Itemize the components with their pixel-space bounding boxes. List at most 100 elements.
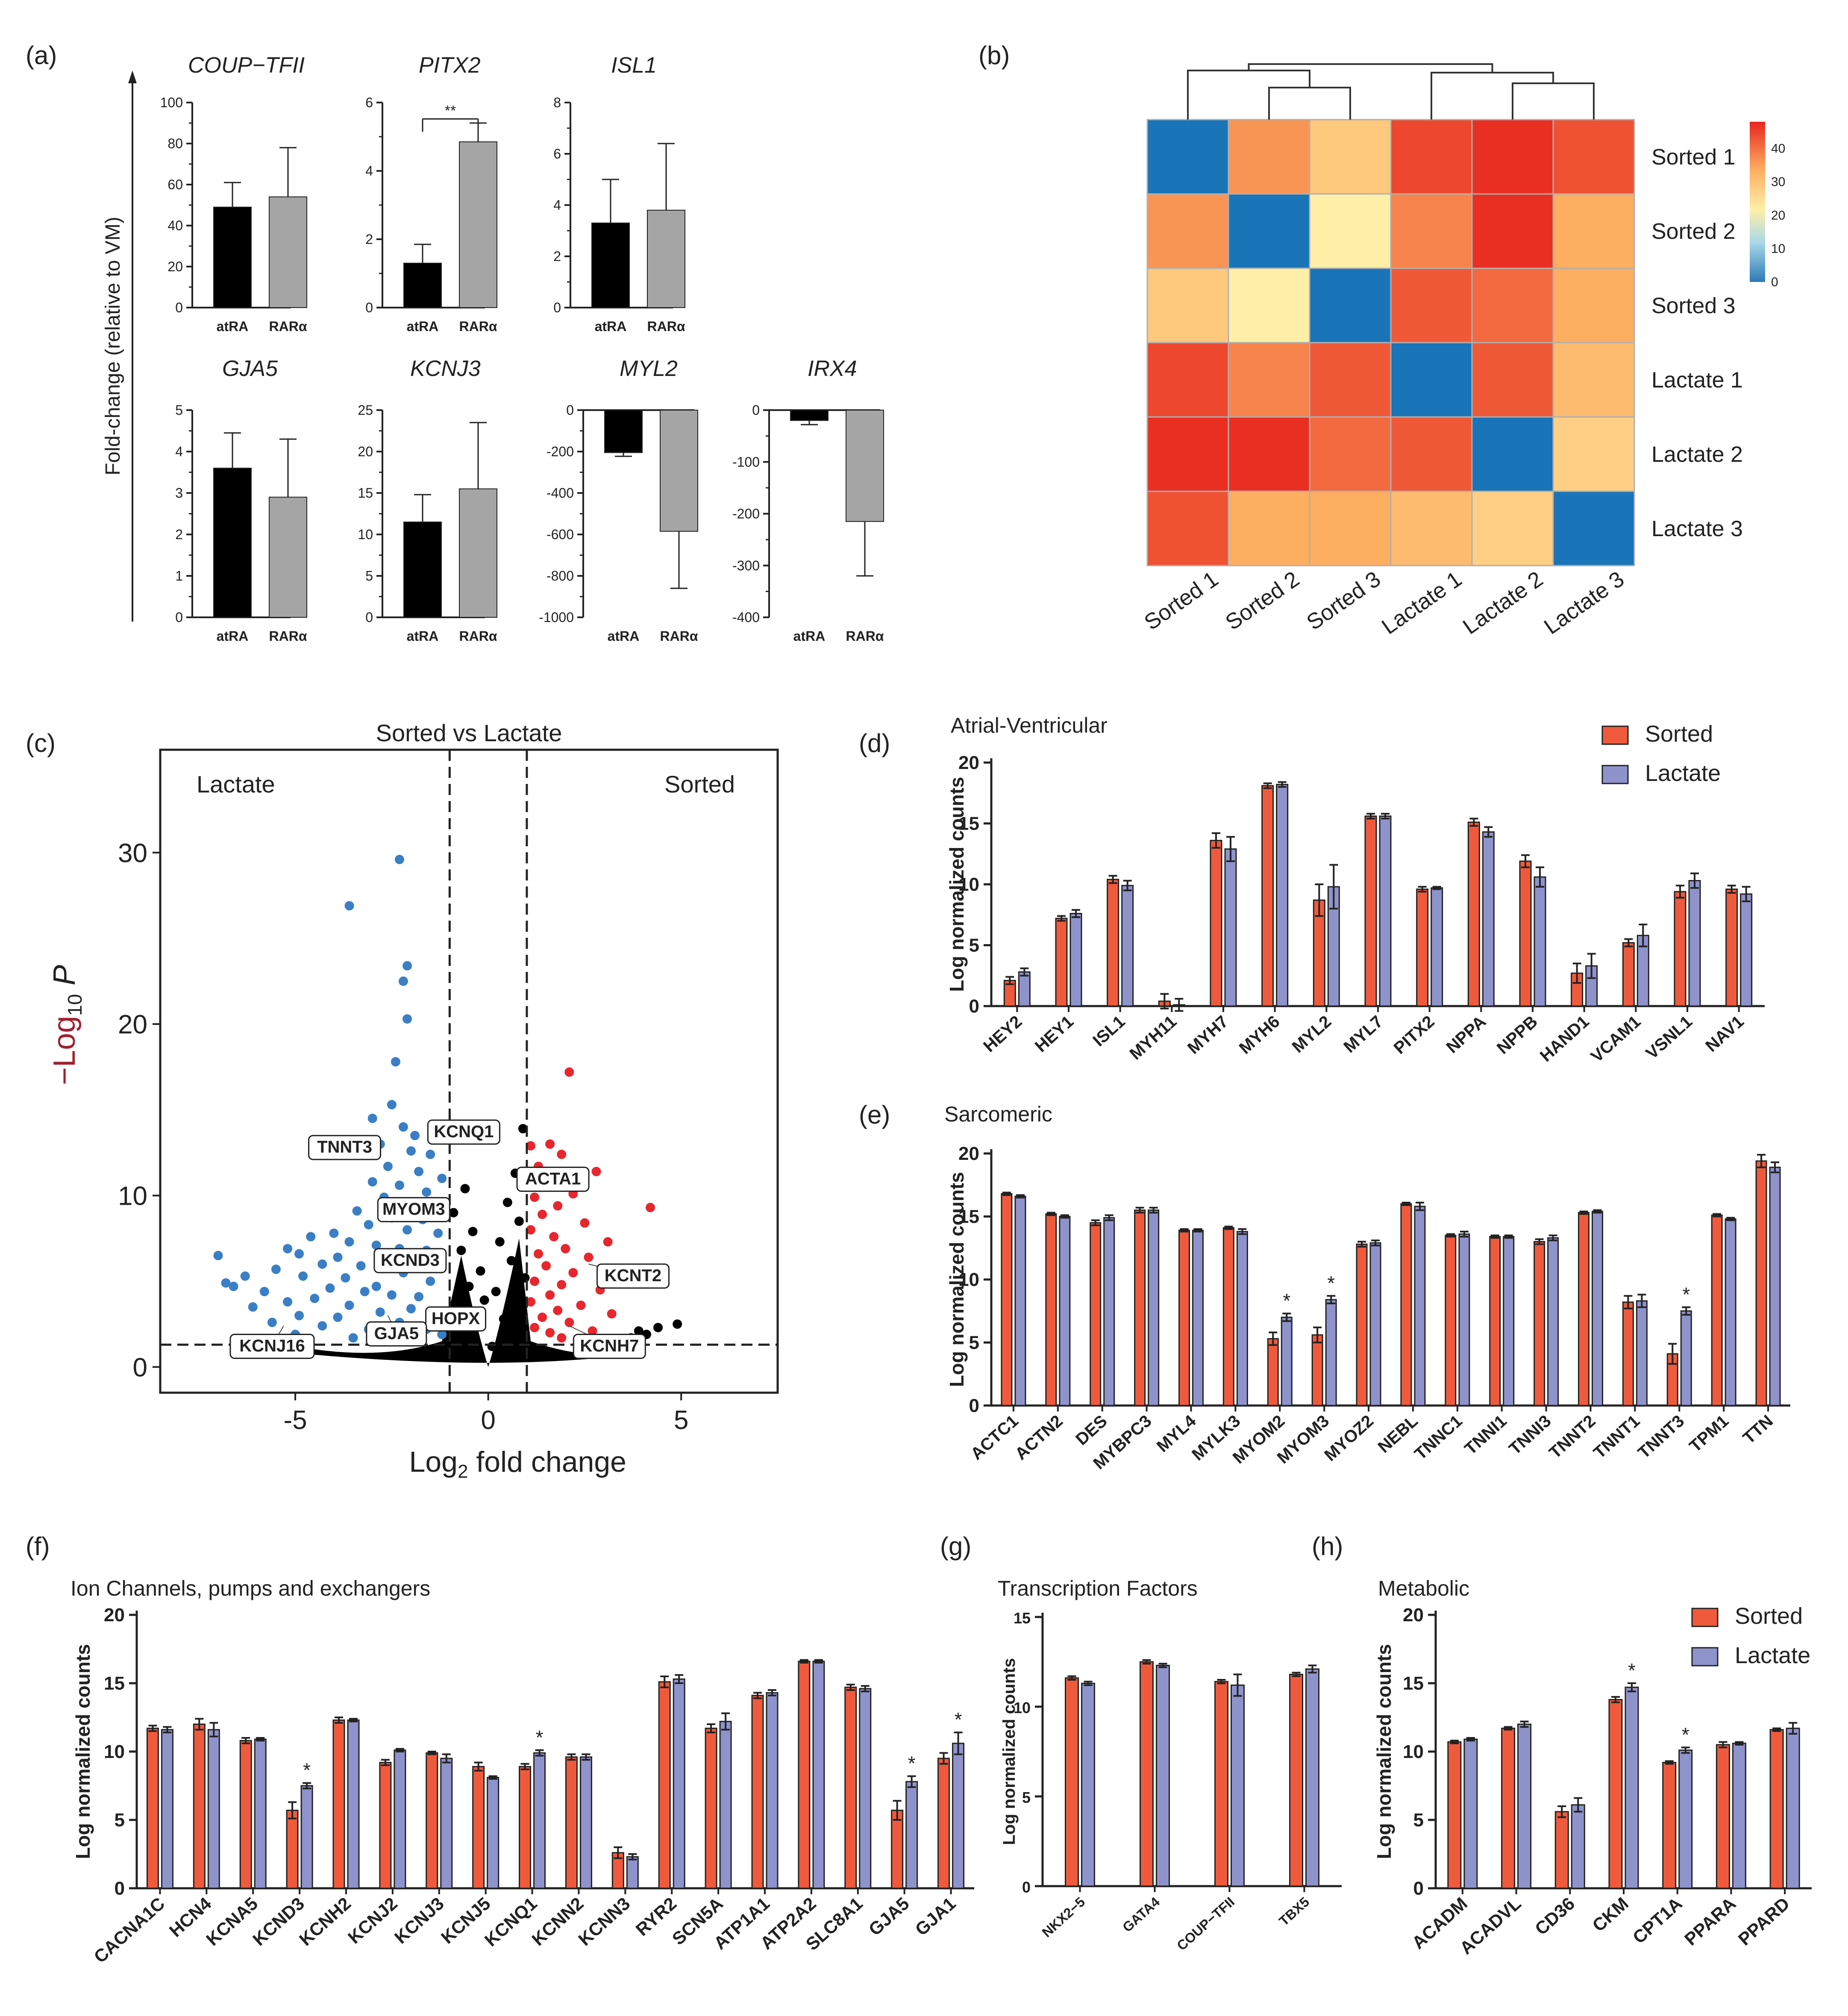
x-tick-label: PPARD [1734,1893,1793,1949]
y-tick-label: 5 [969,935,979,956]
legend-label: Lactate [1645,760,1721,786]
bar-lactate [533,1752,546,1889]
x-tick-label: VSNL1 [1642,1012,1696,1063]
point-lactate [333,1312,343,1322]
bar-sorted [1134,1209,1146,1406]
bar-lactate [1786,1728,1800,1889]
point-ns [468,1227,478,1236]
point-lactate [298,1271,308,1281]
y-tick-label: 1 [175,568,183,584]
panel-g: Transcription Factors 0 5 10 15 Log normalize… [998,1576,1342,1954]
point-lactate [348,1333,358,1343]
bar-lactate [1069,913,1082,1007]
bar-lactate [1503,1236,1515,1406]
y-tick-label: 5 [1413,1810,1424,1831]
point-sorted [576,1300,586,1310]
x-tick-label: atRA [608,628,640,644]
point-sorted [564,1318,574,1327]
bar-sorted [1662,1762,1677,1889]
gene-label-box [373,1248,447,1274]
point-ns [514,1216,524,1226]
y-tick-label: -400 [732,610,760,625]
y-tick-label: 20 [167,259,183,274]
y-tick-label: 20 [358,444,373,459]
bar-atra [213,467,252,618]
bar-lactate [1725,1218,1736,1406]
scale-tick-label: 0 [1771,275,1778,289]
x-tick-label: RARα [269,319,307,334]
point-lactate [229,1282,238,1291]
color-scale [1750,122,1765,282]
point-lactate [403,961,412,971]
x-tick-label: KCNJ3 [391,1893,448,1948]
x-tick-label: RARα [459,628,497,644]
subplot: MYL2 0 -200 -400 -600 -800 -1000 atRA RARα [539,356,698,644]
bar-sorted [1489,1236,1501,1406]
y-tick-label: 15 [104,1673,125,1694]
legend-label: Sorted [1735,1603,1803,1629]
bar-lactate [1592,1211,1603,1406]
row-label: Sorted 1 [1651,145,1736,170]
column-label: Lactate 3 [1540,566,1629,639]
point-sorted [564,1067,574,1077]
x-tick-label: RARα [459,319,497,334]
bar-lactate [1103,1217,1115,1406]
y-axis-label: −Log10 P [47,965,86,1085]
bar-lactate [1482,831,1495,1007]
bar-lactate [1534,876,1546,1007]
x-tick-label: KCND3 [249,1893,308,1950]
x-tick-label: MYOZ2 [1321,1411,1377,1465]
panel-letter: (b) [978,41,1010,70]
bar-sorted [1716,1744,1730,1889]
gene-label-box [596,1263,670,1289]
row-label: Lactate 2 [1651,442,1743,467]
point-lactate [267,1318,277,1327]
point-lactate [394,854,404,864]
y-tick-label: 0 [365,610,373,625]
y-axis-label: Log normalized counts [1373,1644,1395,1859]
heatmap-cell [1471,342,1554,418]
column-label: Sorted 1 [1140,566,1223,635]
heatmap-cell [1471,193,1554,269]
point-lactate [333,1252,343,1262]
heatmap-cell [1390,267,1473,343]
panel-letter: (a) [26,41,57,70]
point-lactate [371,1282,381,1291]
column-label: Sorted 3 [1302,566,1385,635]
x-tick-label: ACTN2 [1011,1411,1066,1464]
point-lactate [364,1220,373,1230]
point-ns [502,1197,512,1207]
x-tick-label: HEY1 [1031,1012,1077,1056]
bar-lactate [1414,1206,1426,1406]
dendrogram-branch [1268,87,1351,120]
point-lactate [329,1228,339,1238]
heatmap-cell [1552,416,1635,492]
y-tick-label: 20 [104,1605,125,1626]
y-arrow-head [128,70,137,83]
significance-star: * [955,1708,962,1731]
gene-label: KCNQ1 [434,1122,494,1141]
y-tick-label: -600 [546,527,574,542]
x-tick-label: atRA [595,319,627,334]
bar-lactate [347,1719,360,1889]
point-lactate [344,901,354,911]
bar-sorted [1445,1235,1457,1406]
bar-atra [591,223,630,308]
bar-sorted [1554,1811,1569,1889]
heatmap-cell [1552,119,1635,195]
bar-sorted [1055,918,1068,1007]
point-ns [518,1124,528,1133]
bar-rara [660,410,698,532]
point-ns [464,1282,474,1291]
point-lactate [317,1259,327,1269]
gene-label-box [229,1333,315,1359]
bar-lactate [1236,1231,1248,1406]
x-tick-label: CPT1A [1629,1893,1686,1948]
y-tick-label: 20 [1403,1605,1424,1626]
x-tick-label: TNNT2 [1545,1411,1599,1462]
point-lactate [213,1250,223,1260]
heatmap-cell [1228,193,1310,269]
panel-letter: (f) [26,1532,50,1561]
point-ns [520,1273,530,1283]
